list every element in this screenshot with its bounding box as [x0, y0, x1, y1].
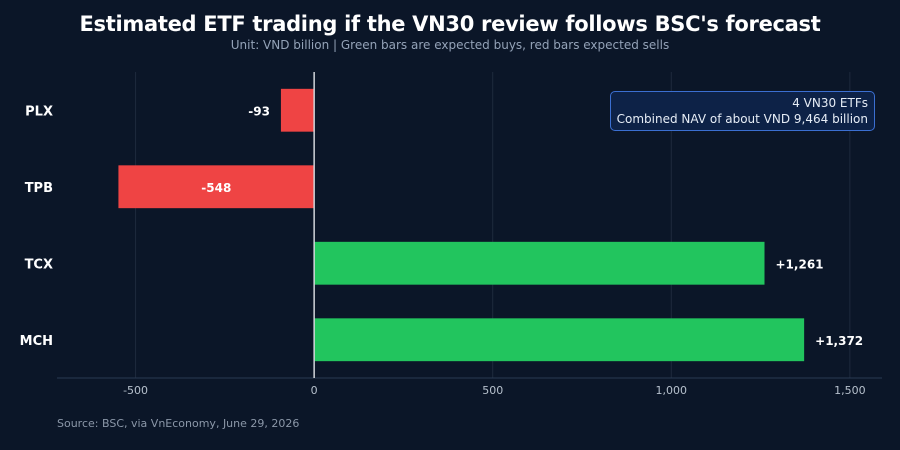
bar-value-label: +1,372	[815, 334, 863, 348]
y-category-label: TCX	[25, 257, 53, 272]
bar-value-label: +1,261	[776, 257, 824, 271]
bar-tcx	[314, 241, 765, 285]
x-tick-label: 0	[311, 384, 318, 397]
x-tick-label: 500	[482, 384, 503, 397]
y-category-label: MCH	[20, 334, 53, 349]
bar-tpb	[118, 165, 315, 209]
x-tick-label: 1,000	[656, 384, 688, 397]
bar-mch	[314, 318, 805, 362]
x-tick-label: -500	[123, 384, 148, 397]
y-category-label: PLX	[25, 104, 53, 119]
bar-value-label: -93	[248, 104, 270, 118]
bar-value-label: -548	[201, 181, 231, 195]
annotation-line-nav: Combined NAV of about VND 9,464 billion	[616, 112, 868, 126]
source-note: Source: BSC, via VnEconomy, June 29, 202…	[57, 417, 300, 430]
chart-subtitle: Unit: VND billion | Green bars are expec…	[230, 38, 670, 52]
chart-title: Estimated ETF trading if the VN30 review…	[79, 12, 821, 36]
x-tick-label: 1,500	[834, 384, 866, 397]
nav-annotation-box: 4 VN30 ETFs Combined NAV of about VND 9,…	[609, 91, 875, 131]
bar-plx	[280, 88, 315, 132]
y-category-label: TPB	[25, 181, 53, 196]
annotation-line-etf-count: 4 VN30 ETFs	[792, 96, 868, 110]
